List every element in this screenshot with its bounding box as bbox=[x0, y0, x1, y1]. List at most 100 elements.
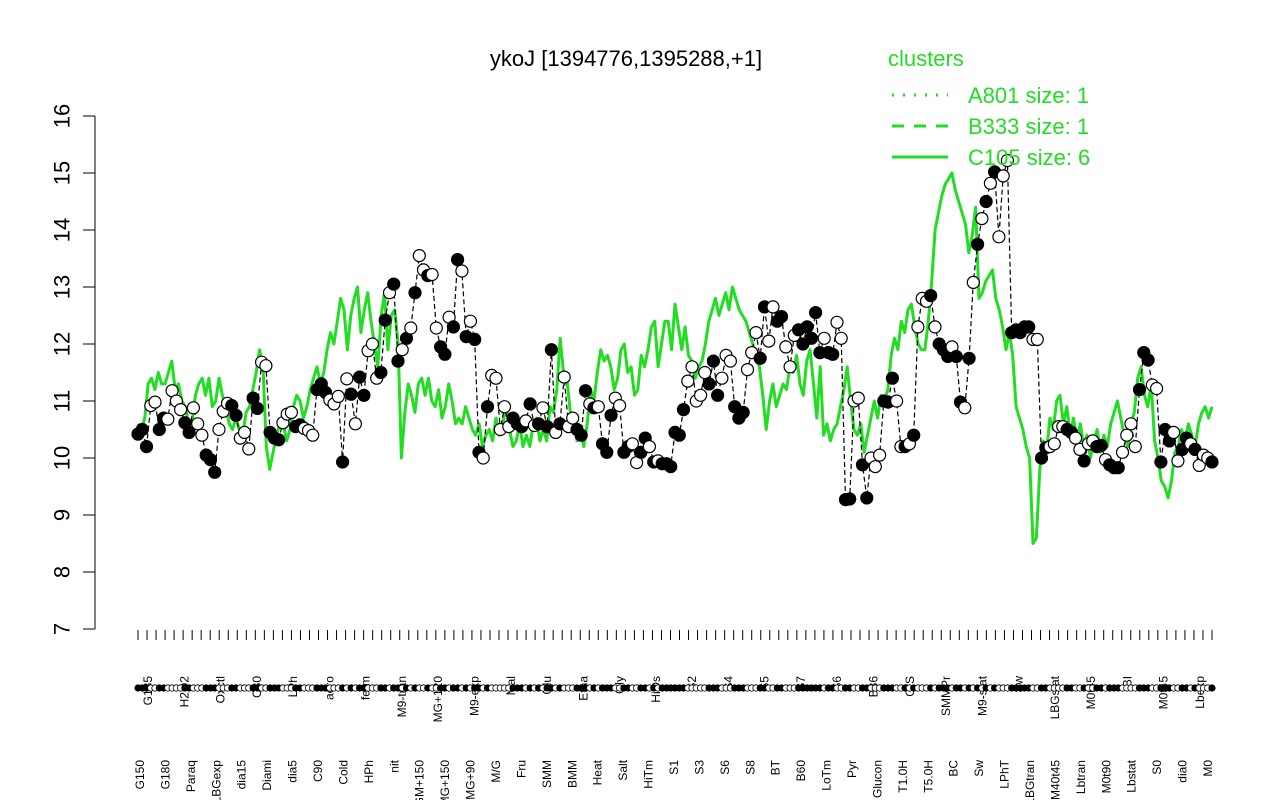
data-point bbox=[344, 387, 358, 401]
data-point bbox=[348, 417, 362, 431]
y-tick-label: 8 bbox=[50, 566, 75, 578]
data-point bbox=[1111, 461, 1125, 475]
x-tick-label: G150 bbox=[133, 760, 147, 790]
data-point bbox=[804, 331, 819, 345]
data-point bbox=[574, 428, 588, 442]
data-point bbox=[753, 351, 767, 365]
x-tick-label: C90 bbox=[311, 760, 325, 782]
data-point bbox=[642, 440, 657, 454]
data-point bbox=[272, 433, 286, 447]
data-point bbox=[1047, 437, 1061, 451]
legend-label-1: B333 size: 1 bbox=[968, 114, 1089, 139]
x-tick-label: Sw bbox=[972, 760, 986, 777]
data-point bbox=[306, 428, 320, 442]
x-tick-label: M0t45 bbox=[1157, 676, 1171, 710]
data-point bbox=[1166, 425, 1181, 439]
data-point bbox=[468, 332, 482, 346]
x-tick-label: HPh bbox=[362, 760, 376, 783]
data-point bbox=[237, 425, 252, 439]
data-point bbox=[1154, 455, 1168, 469]
data-point bbox=[566, 411, 580, 425]
data-point bbox=[911, 320, 925, 334]
y-tick-label: 10 bbox=[50, 446, 75, 470]
data-point bbox=[783, 360, 797, 374]
x-tick-label: BC bbox=[947, 760, 961, 777]
data-point bbox=[706, 354, 721, 368]
data-point bbox=[152, 422, 166, 437]
x-tick-label: LoTm bbox=[820, 760, 834, 791]
data-point bbox=[612, 399, 627, 413]
data-point bbox=[1115, 445, 1130, 459]
data-point bbox=[497, 400, 512, 414]
x-tick-label: Heat bbox=[591, 759, 605, 785]
x-tick-label: M/G bbox=[489, 760, 503, 783]
data-point bbox=[391, 354, 405, 368]
y-tick-label: 9 bbox=[50, 509, 75, 521]
x-tick-label: S3 bbox=[692, 760, 706, 775]
data-point bbox=[404, 321, 418, 335]
data-point bbox=[489, 371, 503, 385]
data-point bbox=[1094, 438, 1108, 453]
data-point bbox=[966, 275, 980, 289]
x-tick-label: MG+90 bbox=[464, 760, 478, 800]
data-point bbox=[808, 306, 823, 320]
data-point bbox=[983, 176, 998, 190]
data-point bbox=[736, 405, 750, 419]
x-tick-label: S8 bbox=[743, 760, 757, 775]
legend: clusters A801 size: 1 B333 size: 1 C105 … bbox=[888, 46, 1090, 170]
x-tick-label: S6 bbox=[718, 760, 732, 775]
data-point bbox=[480, 400, 495, 414]
data-point bbox=[395, 343, 409, 357]
y-tick-label: 13 bbox=[50, 275, 75, 299]
data-point bbox=[958, 401, 972, 415]
data-point bbox=[161, 412, 175, 426]
data-point bbox=[740, 363, 755, 377]
data-point bbox=[425, 267, 439, 282]
x-tick-label: Paraq bbox=[184, 760, 198, 792]
data-point bbox=[438, 347, 452, 361]
x-tick-label: Cold bbox=[336, 760, 350, 785]
data-point bbox=[855, 458, 870, 472]
data-point bbox=[860, 491, 874, 505]
data-point bbox=[975, 212, 989, 226]
data-point bbox=[378, 313, 392, 327]
x-tick-label: GM+150 bbox=[413, 760, 427, 800]
data-point bbox=[664, 460, 678, 474]
x-tick-label: BMM bbox=[565, 760, 579, 788]
data-point bbox=[817, 331, 831, 345]
data-point bbox=[681, 374, 695, 388]
data-point bbox=[455, 264, 469, 278]
data-point bbox=[408, 286, 422, 300]
data-point bbox=[779, 340, 793, 354]
x-tick-label: SMM bbox=[540, 760, 554, 788]
data-point bbox=[698, 365, 712, 380]
data-point bbox=[774, 310, 789, 324]
data-point bbox=[889, 394, 904, 408]
data-point bbox=[536, 401, 550, 415]
data-point bbox=[928, 320, 942, 334]
data-point bbox=[463, 314, 477, 328]
data-point bbox=[374, 365, 388, 380]
data-point bbox=[685, 360, 699, 374]
data-point bbox=[1068, 431, 1083, 445]
data-point bbox=[693, 388, 708, 402]
data-point bbox=[387, 277, 401, 291]
data-point bbox=[1171, 454, 1185, 468]
chart-title: ykoJ [1394776,1395288,+1] bbox=[490, 46, 762, 71]
x-tick-label: MG+120 bbox=[431, 676, 445, 723]
data-point bbox=[1022, 320, 1036, 334]
x-tick-label: LBGtran bbox=[1023, 760, 1037, 800]
data-point bbox=[1132, 383, 1147, 397]
x-tick-label: Salt bbox=[616, 759, 630, 780]
x-tick-label: Lbtran bbox=[1074, 760, 1088, 794]
data-point bbox=[451, 253, 465, 267]
x-tick-label: Lbstat bbox=[1125, 759, 1139, 792]
data-point bbox=[715, 371, 729, 385]
points-layer bbox=[131, 153, 1219, 507]
data-point bbox=[336, 455, 350, 469]
x-tick-label: G180 bbox=[158, 760, 172, 790]
data-point bbox=[1000, 153, 1015, 168]
data-point bbox=[1149, 381, 1164, 396]
data-point bbox=[186, 401, 200, 415]
data-point bbox=[203, 453, 218, 467]
